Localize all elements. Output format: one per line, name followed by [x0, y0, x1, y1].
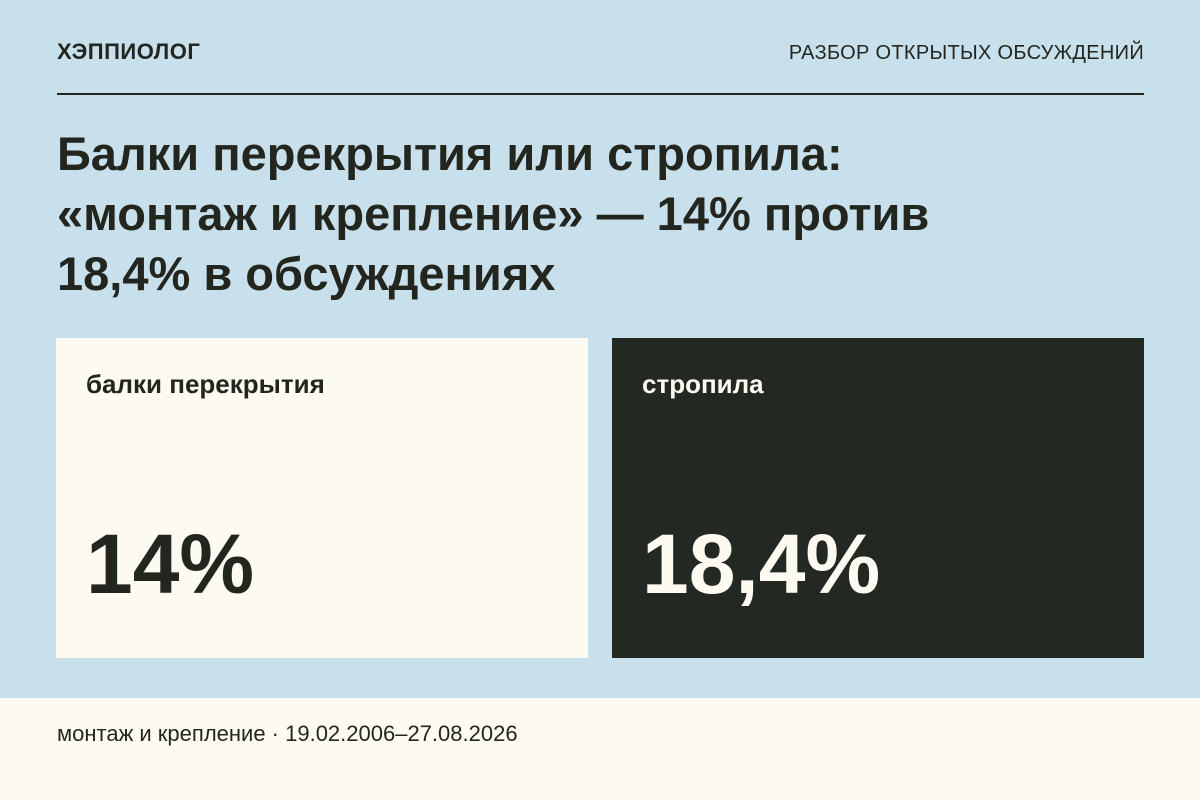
stat-card-beams-label: балки перекрытия	[86, 369, 325, 399]
header-divider	[57, 93, 1144, 95]
stat-card-beams-value: 14%	[86, 517, 255, 611]
stat-card-beams: балки перекрытия 14%	[56, 338, 588, 658]
stat-card-rafters-value: 18,4%	[642, 517, 881, 611]
page-title: Балки перекрытия или стропила: «монтаж и…	[57, 124, 1147, 304]
section-label: РАЗБОР ОТКРЫТЫХ ОБСУЖДЕНИЙ	[788, 42, 1144, 64]
stat-card-rafters: стропила 18,4%	[612, 338, 1144, 658]
title-line-1: Балки перекрытия или стропила:	[57, 127, 843, 180]
title-line-3: 18,4% в обсуждениях	[57, 247, 556, 300]
title-line-2: «монтаж и крепление» — 14% против	[57, 187, 930, 240]
stat-card-rafters-label: стропила	[642, 369, 764, 399]
footer-caption: монтаж и крепление · 19.02.2006–27.08.20…	[57, 721, 518, 746]
brand-logo: ХЭППИОЛОГ	[57, 39, 201, 64]
footer: монтаж и крепление · 19.02.2006–27.08.20…	[0, 698, 1200, 800]
